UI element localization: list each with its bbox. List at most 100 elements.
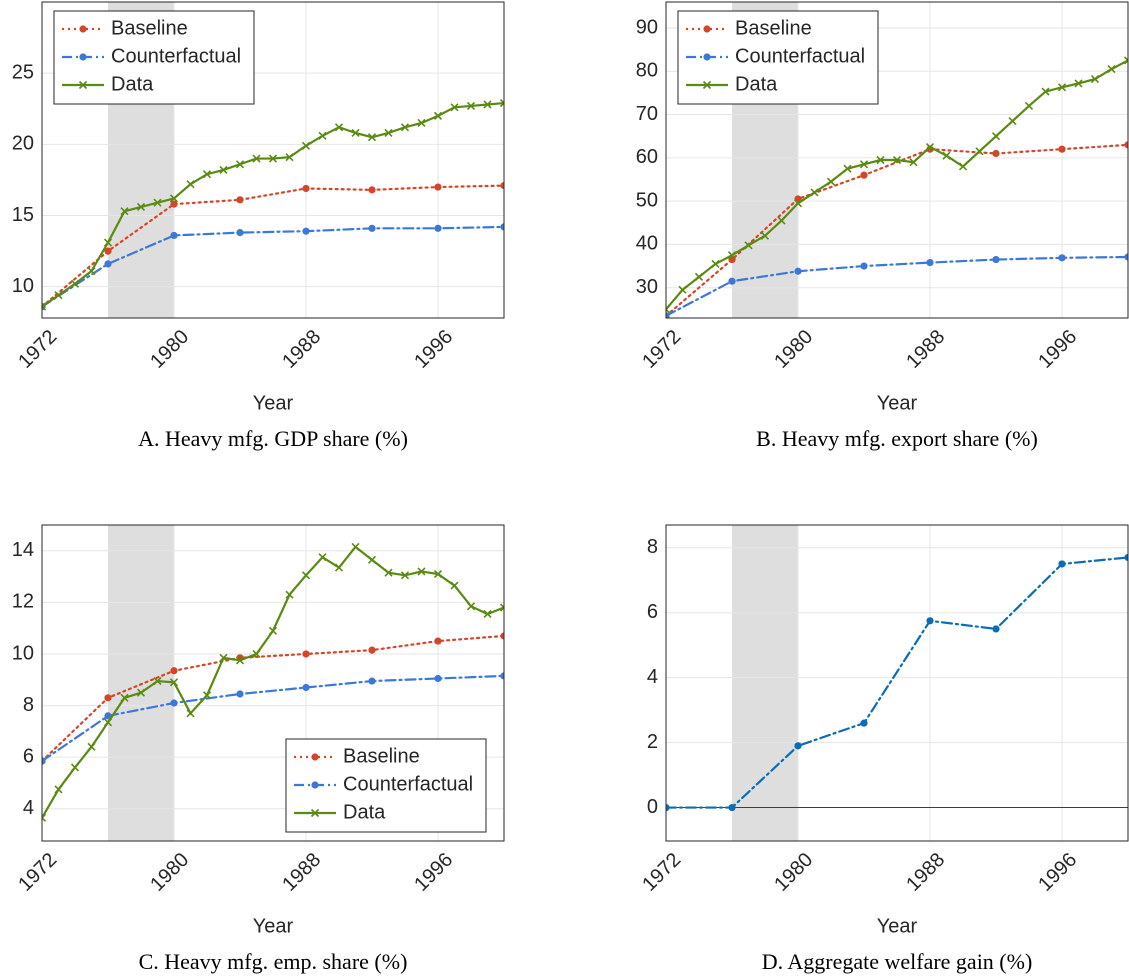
panel-caption: D. Aggregate welfare gain (%) [762, 949, 1033, 974]
x-tick-label: 1988 [902, 326, 949, 373]
x-tick-label: 1980 [146, 849, 193, 896]
point-marker [450, 581, 459, 590]
y-tick-label: 6 [647, 601, 658, 623]
point-marker [368, 646, 376, 654]
point-marker [54, 785, 63, 794]
point-marker [942, 151, 951, 160]
point-marker [302, 683, 310, 692]
point-marker [860, 719, 868, 727]
point-marker [120, 693, 129, 702]
axes-box [41, 1, 505, 319]
point-marker [219, 165, 228, 175]
x-tick-label: 1996 [1034, 849, 1081, 896]
point-marker [433, 111, 443, 120]
point-marker [728, 277, 736, 285]
legend-label: Counterfactual [735, 45, 865, 67]
point-marker [1107, 65, 1116, 74]
x-axis-label: Year [253, 915, 294, 937]
point-marker [70, 279, 80, 288]
point-marker [434, 637, 442, 645]
series-line [42, 634, 504, 763]
legend-label: Baseline [111, 17, 188, 39]
legend-marker [703, 53, 711, 61]
point-marker [351, 128, 360, 138]
point-marker [777, 216, 786, 225]
y-tick-label: 0 [647, 796, 658, 818]
point-marker [42, 757, 46, 765]
point-marker [466, 602, 476, 611]
point-marker [367, 133, 377, 142]
y-tick-label: 90 [636, 16, 658, 38]
legend-label: Baseline [735, 17, 812, 39]
y-tick-label: 15 [12, 204, 34, 226]
point-marker [843, 164, 852, 173]
legend-label: Counterfactual [343, 773, 473, 795]
point-marker [302, 650, 310, 658]
point-marker [202, 170, 212, 179]
point-marker [500, 182, 504, 190]
y-tick-label: 4 [647, 666, 658, 688]
y-tick-label: 14 [12, 539, 34, 561]
point-marker [859, 160, 869, 169]
x-tick-label: 1980 [770, 849, 817, 896]
point-marker [466, 101, 476, 110]
point-marker [1124, 553, 1128, 562]
point-marker [120, 207, 129, 216]
series-line [42, 225, 504, 308]
point-marker [992, 625, 1000, 633]
y-tick-label: 70 [636, 103, 658, 125]
point-marker [1058, 560, 1066, 568]
point-marker [1124, 141, 1128, 149]
point-marker [794, 742, 802, 750]
point-marker [666, 312, 670, 318]
point-marker [860, 171, 868, 179]
point-marker [434, 674, 442, 683]
x-tick-label: 1988 [278, 849, 325, 896]
point-marker [42, 813, 47, 822]
point-marker [301, 571, 311, 580]
point-marker [925, 142, 935, 152]
point-marker [202, 691, 212, 700]
point-marker [1058, 145, 1066, 153]
point-marker [826, 177, 836, 186]
point-marker [252, 154, 261, 163]
legend-label: Baseline [343, 745, 420, 767]
y-tick-label: 12 [12, 591, 34, 613]
point-marker [1041, 87, 1050, 96]
x-axis-label: Year [253, 392, 294, 414]
legend-label: Data [735, 73, 778, 95]
legend: Baseline Counterfactual Data [53, 10, 255, 105]
point-marker [252, 649, 261, 659]
y-tick-label: 25 [12, 61, 34, 83]
point-marker [500, 223, 504, 231]
x-tick-label: 1996 [1034, 326, 1081, 373]
y-tick-label: 10 [12, 642, 34, 664]
point-marker [301, 141, 311, 150]
legend-marker [310, 808, 320, 818]
shaded-period [732, 525, 798, 841]
point-marker [860, 262, 868, 270]
point-marker [678, 285, 687, 294]
y-tick-label: 6 [23, 745, 34, 767]
y-tick-label: 8 [647, 536, 658, 558]
point-marker [483, 100, 492, 109]
x-tick-label: 1996 [410, 849, 457, 896]
point-marker [285, 153, 294, 162]
y-tick-label: 30 [636, 276, 658, 298]
point-marker [417, 567, 426, 576]
point-marker [70, 763, 80, 772]
point-marker [136, 688, 146, 697]
legend-marker [78, 80, 88, 90]
point-marker [104, 247, 112, 255]
series-line [666, 255, 1128, 317]
x-tick-label: 1972 [638, 849, 685, 896]
plot-content [666, 553, 1128, 812]
point-marker [170, 231, 178, 240]
panel: 0 2 4 6 8 1972 1980 1988 1996 Year D. Aggregate we… [638, 524, 1129, 974]
legend-marker [311, 781, 319, 789]
point-marker [235, 656, 245, 665]
point-marker [975, 147, 984, 156]
x-tick-label: 1972 [14, 326, 61, 373]
point-marker [810, 188, 819, 197]
